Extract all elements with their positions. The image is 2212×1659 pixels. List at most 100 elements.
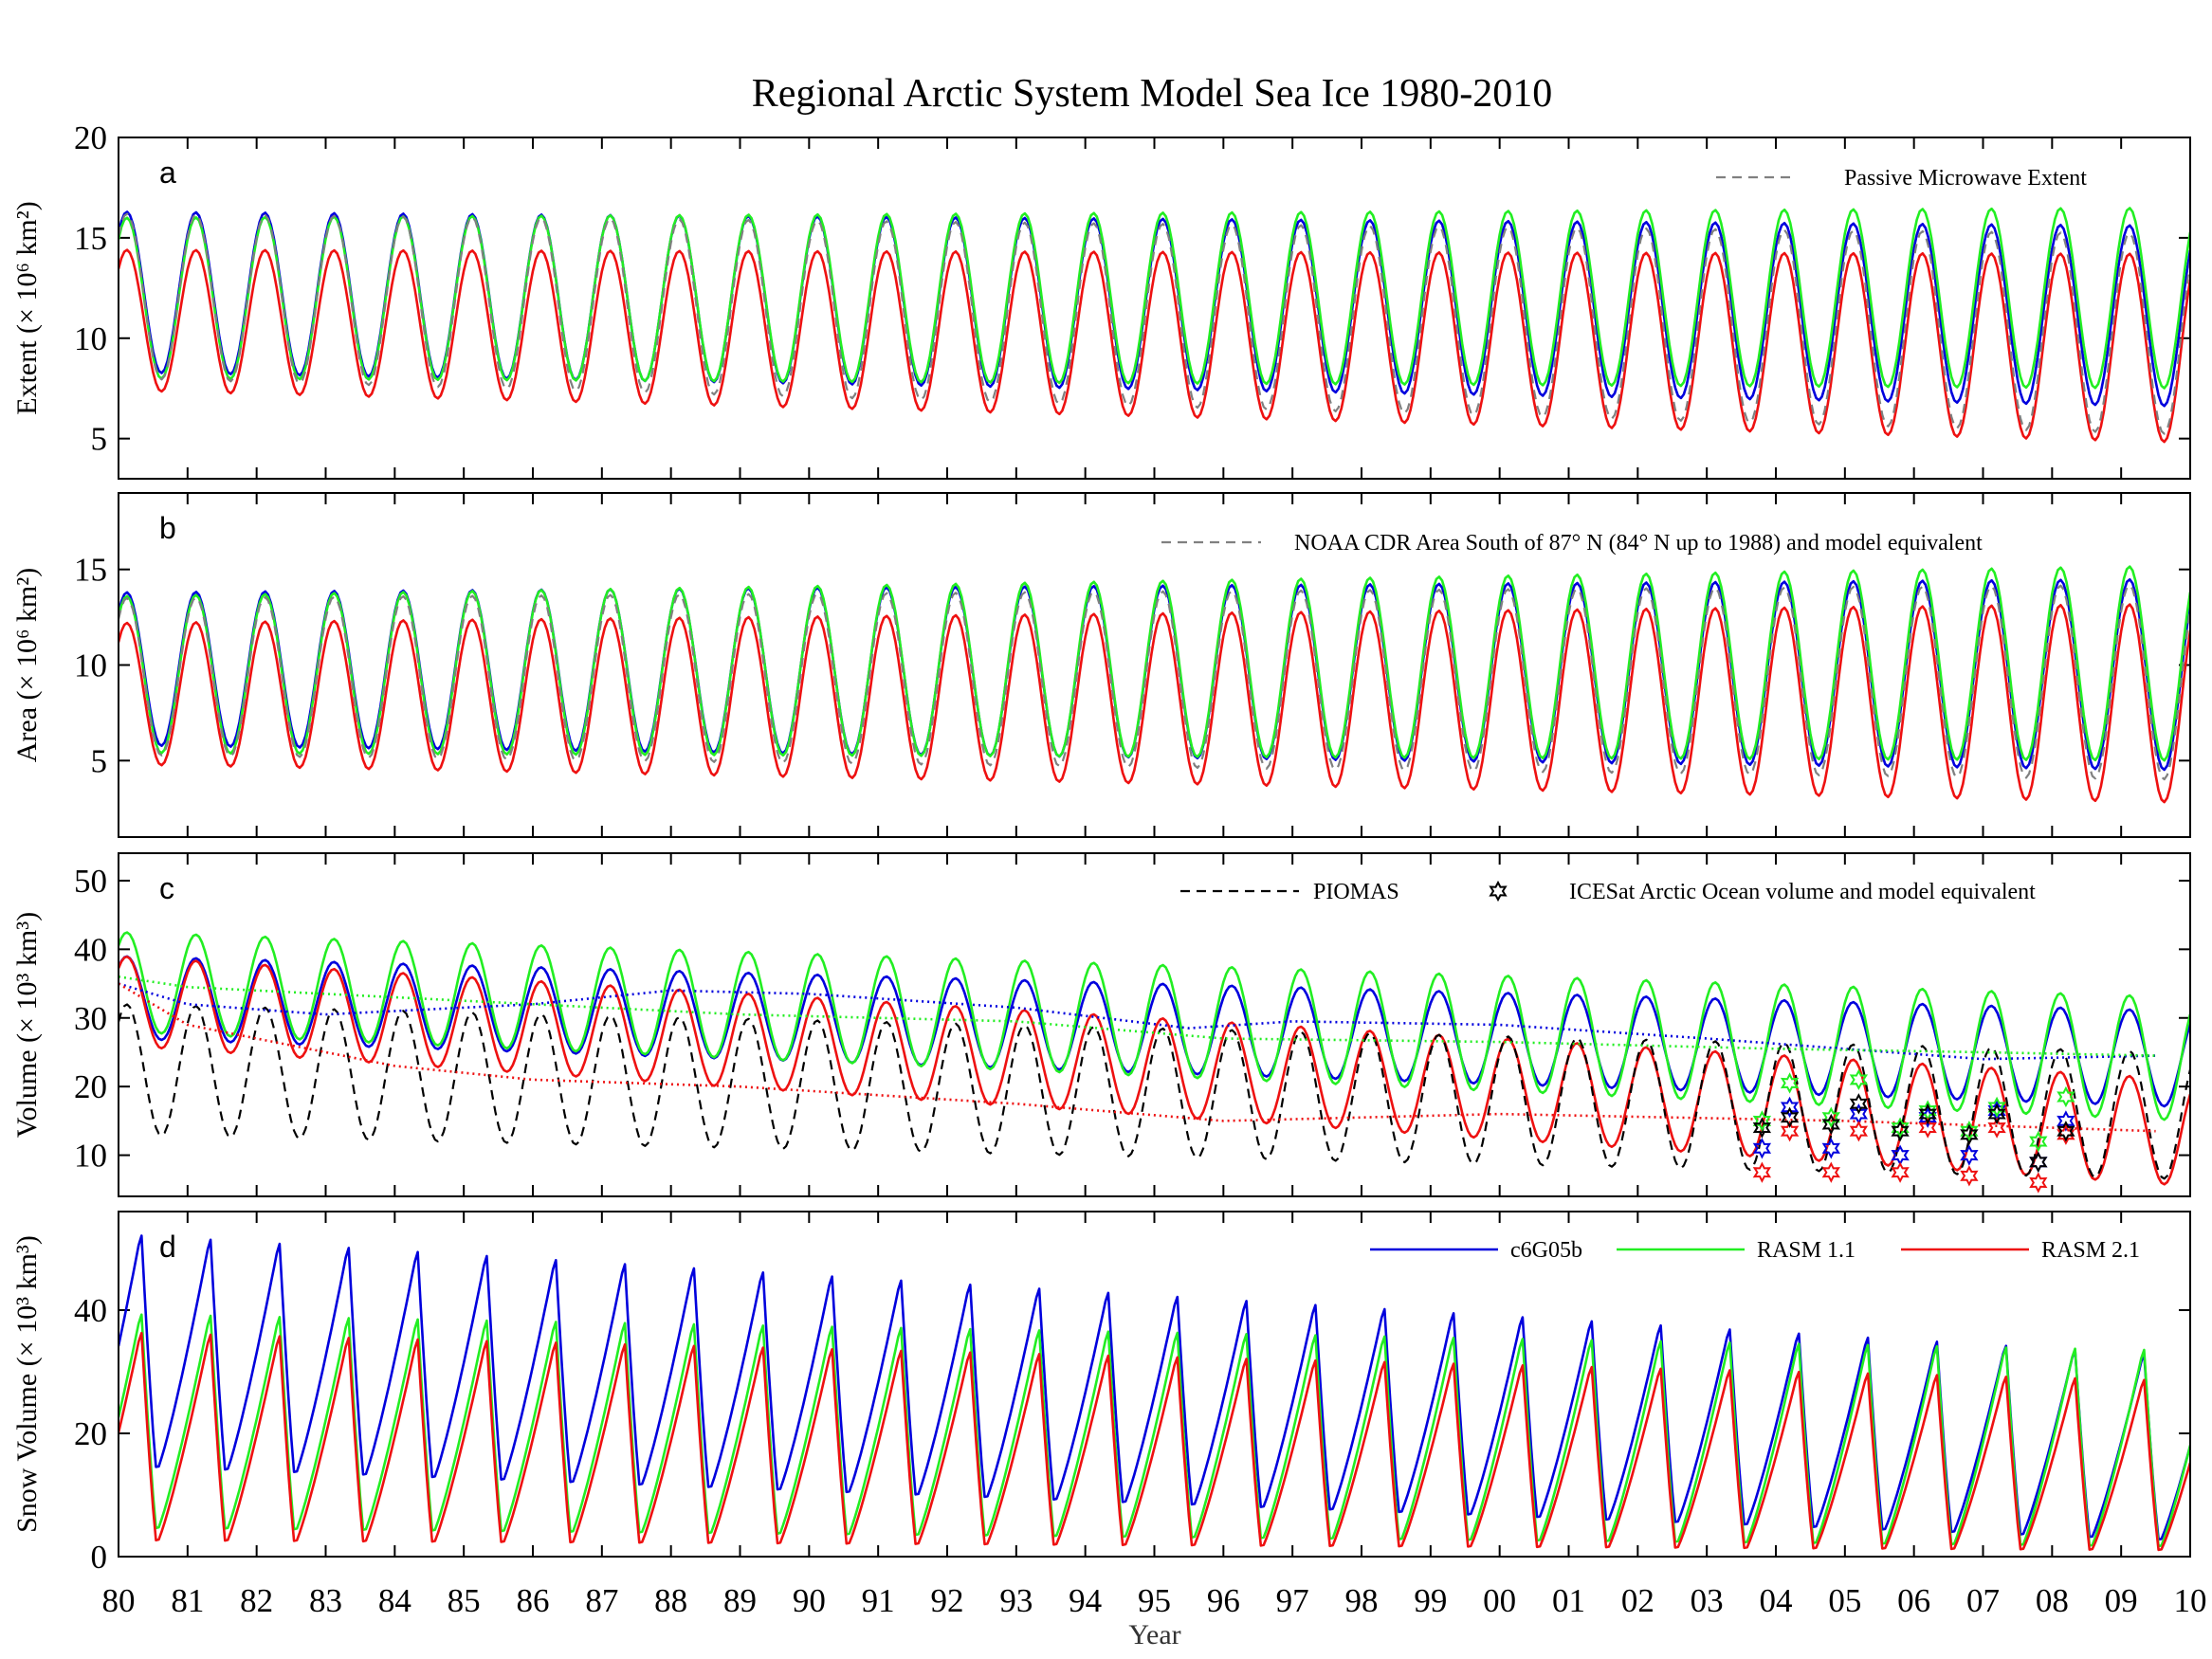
x-tick-label: 88: [654, 1582, 687, 1619]
icesat-marker-rasm-2-1: [1987, 1117, 2006, 1139]
x-tick-label: 10: [2174, 1582, 2207, 1619]
x-tick-label: 95: [1138, 1582, 1171, 1619]
series-line-rasm-2-1: [119, 1331, 2190, 1552]
panel-frame: [118, 492, 2191, 838]
icesat-marker-rasm-1-1: [2057, 1085, 2075, 1108]
icesat-marker-rasm-2-1: [2057, 1123, 2075, 1145]
x-axis-tick-labels: 80 81 82 83 84 85 86 87 88 89 90 91 92 93 94 95 96 97 98 99…: [102, 1582, 2207, 1619]
icesat-marker-rasm-1-1: [1849, 1068, 1869, 1091]
y-tick-label: 40: [74, 931, 107, 968]
legend-label: ICESat Arctic Ocean volume and model equ…: [1569, 880, 2036, 904]
icesat-marker-rasm-2-1: [1960, 1165, 1979, 1187]
x-tick-label: 03: [1691, 1582, 1724, 1619]
x-tick-label: 97: [1276, 1582, 1309, 1619]
icesat-marker-rasm-2-1: [2029, 1172, 2048, 1194]
x-tick-label: 90: [793, 1582, 826, 1619]
icesat-marker-rasm-2-1: [1821, 1161, 1841, 1183]
legend: c6G05b RASM 1.1 RASM 2.1: [1370, 1238, 2140, 1263]
x-tick-label: 99: [1414, 1582, 1447, 1619]
series-line-rasm-2-1: [119, 603, 2190, 804]
series-line-rasm-2-1: [119, 955, 2190, 1186]
x-tick-label: 96: [1207, 1582, 1240, 1619]
y-axis-label: Snow Volume (× 10³ km³): [11, 1235, 43, 1533]
x-tick-label: 04: [1760, 1582, 1793, 1619]
y-tick-label: 20: [74, 119, 107, 156]
panel-frame: [118, 1211, 2191, 1558]
icesat-marker-rasm-2-1: [1918, 1117, 1937, 1139]
series-line-rasm-2-1: [119, 248, 2190, 444]
series-line-noaa-cdr-area: [119, 584, 2190, 781]
y-axis-label: Extent (× 10⁶ km²): [11, 201, 43, 415]
x-tick-label: 86: [517, 1582, 550, 1619]
trend-line-rasm-2-1: [119, 982, 2156, 1133]
x-tick-label: 80: [102, 1582, 136, 1619]
icesat-marker-rasm-2-1: [1780, 1121, 1800, 1142]
panel-frame: [118, 852, 2191, 1197]
x-tick-label: 87: [585, 1582, 618, 1619]
chart-title: Regional Arctic System Model Sea Ice 198…: [752, 72, 1553, 116]
x-tick-label: 92: [931, 1582, 964, 1619]
legend-label: NOAA CDR Area South of 87° N (84° N up t…: [1294, 531, 1983, 556]
y-tick-label: 5: [91, 742, 108, 779]
plot-area: [119, 931, 2190, 1194]
y-tick-label: 15: [74, 552, 107, 589]
icesat-marker-c6g05b: [1780, 1096, 1800, 1119]
trend-line-rasm-1-1: [119, 975, 2156, 1057]
y-tick-label: 5: [91, 421, 108, 458]
icesat-marker-icesat: [1752, 1117, 1772, 1139]
legend: PIOMAS ICESat Arctic Ocean volume and mod…: [1180, 880, 2036, 904]
x-tick-label: 91: [862, 1582, 895, 1619]
x-tick-label: 94: [1069, 1582, 1102, 1619]
icesat-marker-icesat: [1918, 1103, 1937, 1125]
icesat-marker-icesat: [1821, 1113, 1840, 1136]
panel-d: 0 20 40 Snow Volume (× 10³ km³) d c6G05b RASM …: [11, 1211, 2191, 1576]
icesat-marker-icesat: [1960, 1123, 1979, 1145]
icesat-marker-rasm-1-1: [1821, 1106, 1841, 1128]
series-line-c6g05b: [119, 955, 2190, 1108]
x-tick-label: 09: [2105, 1582, 2138, 1619]
icesat-marker-rasm-1-1: [2029, 1130, 2048, 1153]
y-tick-label: 20: [74, 1068, 107, 1105]
icesat-marker-rasm-1-1: [1891, 1117, 1910, 1139]
series-line-passive-microwave-extent: [119, 212, 2190, 435]
icesat-marker-icesat: [1891, 1121, 1910, 1142]
x-tick-label: 05: [1828, 1582, 1861, 1619]
plot-area: [119, 207, 2190, 444]
icesat-marker-rasm-2-1: [1891, 1161, 1910, 1183]
series-line-c6g05b: [119, 1234, 2190, 1541]
icesat-marker-icesat: [1849, 1093, 1869, 1115]
panel-letter: b: [159, 511, 176, 545]
legend: NOAA CDR Area South of 87° N (84° N up t…: [1161, 531, 1983, 556]
legend-label: PIOMAS: [1313, 880, 1399, 904]
y-tick-label: 50: [74, 863, 107, 900]
y-tick-label: 40: [74, 1292, 107, 1329]
y-tick-label: 20: [74, 1415, 107, 1452]
icesat-marker-icesat: [2029, 1151, 2048, 1173]
series-line-rasm-1-1: [119, 1313, 2190, 1548]
panels: 5 10 15 20 Extent (× 10⁶ km²) a Passive Microw…: [11, 119, 2191, 1576]
icesat-marker-rasm-2-1: [1752, 1161, 1772, 1183]
y-tick-label: 0: [91, 1539, 108, 1576]
legend-label: c6G05b: [1510, 1238, 1582, 1263]
legend-label: Passive Microwave Extent: [1844, 166, 2087, 191]
icesat-marker-c6g05b: [1821, 1138, 1840, 1159]
x-tick-label: 89: [723, 1582, 757, 1619]
x-tick-label: 08: [2036, 1582, 2069, 1619]
series-line-rasm-1-1: [119, 565, 2190, 762]
icesat-marker-icesat: [2057, 1121, 2075, 1142]
legend-swatch: [1489, 880, 1508, 902]
x-tick-label: 93: [999, 1582, 1033, 1619]
series-line-rasm-1-1: [119, 931, 2190, 1121]
panel-a: 5 10 15 20 Extent (× 10⁶ km²) a Passive Microw…: [11, 119, 2191, 480]
x-tick-label: 85: [448, 1582, 481, 1619]
panel-letter: a: [159, 155, 176, 190]
icesat-marker-rasm-1-1: [1960, 1121, 1979, 1142]
panel-frame: [118, 137, 2191, 480]
x-tick-label: 81: [171, 1582, 204, 1619]
y-tick-label: 10: [74, 320, 107, 357]
x-tick-label: 07: [1966, 1582, 2000, 1619]
legend-label: RASM 1.1: [1757, 1238, 1856, 1263]
icesat-marker-icesat: [1987, 1103, 2006, 1125]
x-tick-label: 00: [1483, 1582, 1516, 1619]
